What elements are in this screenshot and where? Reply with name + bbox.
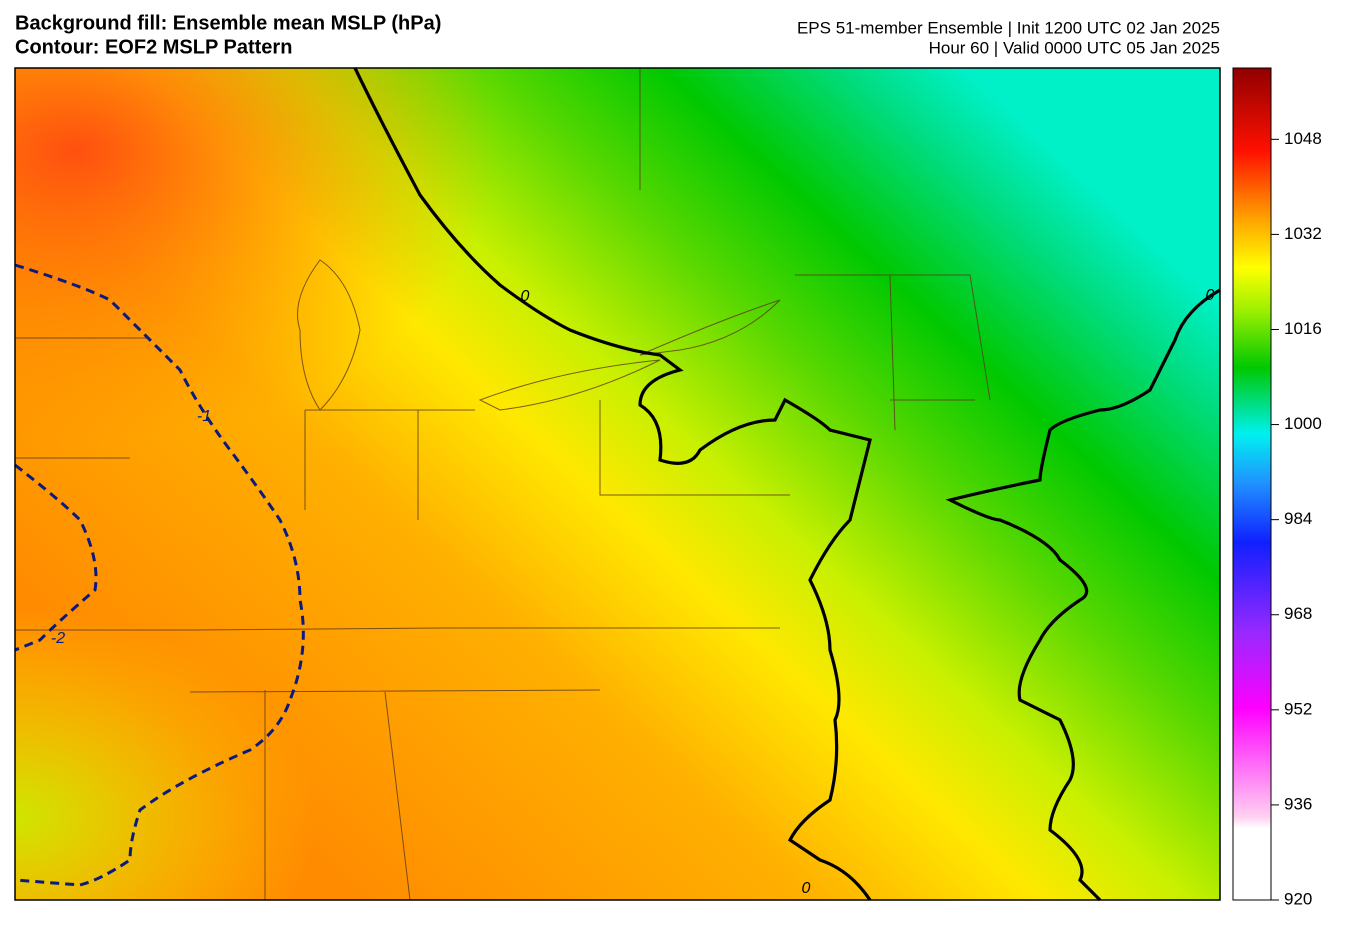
colorbar-tick-label: 1032 [1284,224,1322,243]
colorbar-tick-label: 1000 [1284,414,1322,433]
map [14,67,1221,902]
colorbar-tick-label: 968 [1284,604,1312,623]
title: Background fill: Ensemble mean MSLP (hPa… [15,12,441,34]
colorbar-tick-label: 1016 [1284,319,1322,338]
valid-info: Hour 60 | Valid 0000 UTC 05 Jan 2025 [929,38,1220,57]
contour-label: 0 [1206,287,1215,304]
contour-label: -1 [197,408,211,425]
colorbar [1232,67,1272,901]
colorbar-tick-label: 920 [1284,889,1312,908]
colorbar-tick-label: 952 [1284,699,1312,718]
colorbar-tick-label: 936 [1284,794,1312,813]
subtitle: Contour: EOF2 MSLP Pattern [15,36,292,58]
colorbar-tick-label: 1048 [1284,129,1322,148]
contour-label: 0 [802,880,811,897]
contour-label: 0 [521,288,530,305]
colorbar-tick-label: 984 [1284,509,1312,528]
contour-label: -2 [51,630,65,647]
run-info: EPS 51-member Ensemble | Init 1200 UTC 0… [797,18,1220,37]
